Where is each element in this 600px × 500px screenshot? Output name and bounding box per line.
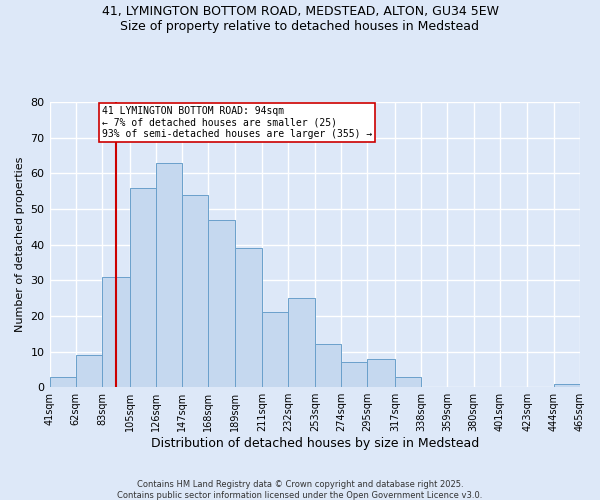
Bar — [395, 376, 421, 387]
Y-axis label: Number of detached properties: Number of detached properties — [15, 157, 25, 332]
Bar — [289, 298, 315, 387]
Bar — [341, 362, 367, 387]
Bar — [76, 355, 102, 387]
Text: 41 LYMINGTON BOTTOM ROAD: 94sqm
← 7% of detached houses are smaller (25)
93% of : 41 LYMINGTON BOTTOM ROAD: 94sqm ← 7% of … — [102, 106, 373, 139]
Bar — [208, 220, 235, 387]
Bar — [235, 248, 262, 387]
Bar — [262, 312, 289, 387]
Bar — [50, 376, 76, 387]
Bar — [367, 358, 395, 387]
Bar — [156, 162, 182, 387]
Bar — [315, 344, 341, 387]
Bar — [102, 276, 130, 387]
Bar — [554, 384, 580, 387]
Bar — [182, 194, 208, 387]
Text: 41, LYMINGTON BOTTOM ROAD, MEDSTEAD, ALTON, GU34 5EW
Size of property relative t: 41, LYMINGTON BOTTOM ROAD, MEDSTEAD, ALT… — [101, 5, 499, 33]
X-axis label: Distribution of detached houses by size in Medstead: Distribution of detached houses by size … — [151, 437, 479, 450]
Text: Contains HM Land Registry data © Crown copyright and database right 2025.
Contai: Contains HM Land Registry data © Crown c… — [118, 480, 482, 500]
Bar — [130, 188, 156, 387]
